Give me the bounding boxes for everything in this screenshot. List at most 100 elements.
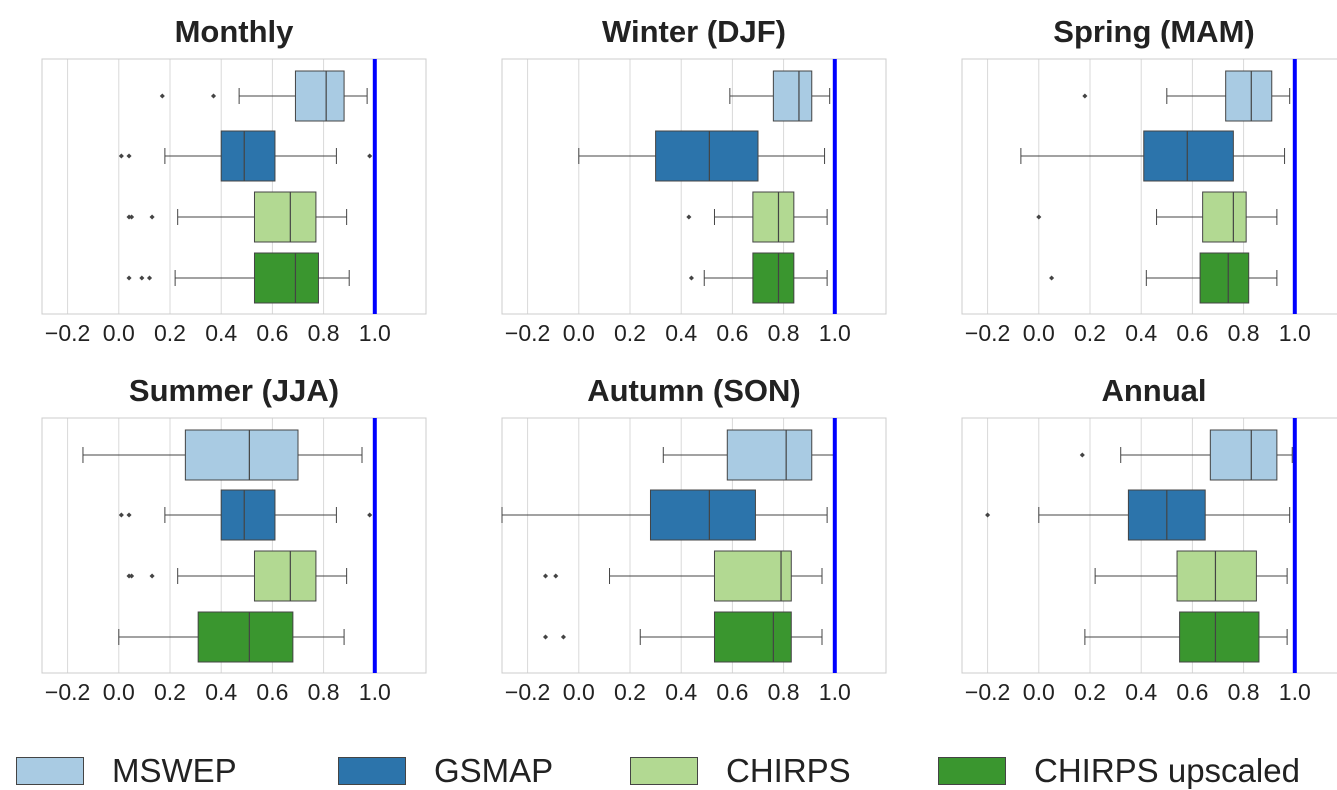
x-tick-label: 1.0 [819,679,851,705]
x-tick-label: 0.4 [1125,679,1157,705]
legend-swatch-chirps-upscaled [938,757,1006,785]
panel-autumn-son: Autumn (SON) −0.2 0.0 0.2 0.4 0.6 0.8 1.0 [501,373,887,705]
box-gsmap [501,489,828,541]
plot-frame [501,58,887,315]
x-tick-label: 1.0 [819,320,851,346]
x-tick-label: −0.2 [45,679,90,705]
legend-item-chirps-upscaled: CHIRPS upscaled [938,752,1300,789]
box-iqr [713,550,792,602]
legend-item-gsmap: GSMAP [338,752,554,789]
outlier-point [686,214,692,220]
box-iqr [253,550,317,602]
x-tick-label: 0.2 [1074,320,1106,346]
box-iqr [1176,550,1257,602]
outlier-point [126,275,132,281]
outlier-point [542,573,549,579]
x-tick-label: 1.0 [1279,679,1311,705]
outlier-point [1049,275,1055,281]
legend-label-chirps-upscaled: CHIRPS upscaled [1034,752,1300,789]
panel-title: Autumn (SON) [587,373,801,408]
panel-title: Winter (DJF) [602,14,786,49]
box-gsmap [118,489,373,541]
box-mswep [1082,70,1291,122]
outlier-point [126,512,132,518]
x-tick-label: 0.6 [716,679,748,705]
box-chirps-upscaled [118,611,345,663]
x-tick-label: 0.0 [1023,320,1055,346]
outlier-point [210,93,217,99]
panel-title: Annual [1101,373,1206,408]
outlier-point [118,153,124,159]
box-chirps-upscaled [1049,252,1278,304]
box-gsmap [578,130,826,182]
x-tick-label: 0.4 [205,320,237,346]
x-tick-label: −0.2 [505,679,550,705]
outlier-point [367,153,373,159]
x-tick-label: 0.0 [103,679,135,705]
x-tick-label: 0.8 [308,320,340,346]
legend-swatch-chirps [630,757,698,785]
box-chirps [126,191,348,243]
x-tick-label: 0.6 [716,320,748,346]
legend-item-mswep: MSWEP [16,752,237,789]
outlier-point [126,153,132,159]
box-iqr [253,252,319,304]
box-chirps-upscaled [542,611,823,663]
legend-swatch-gsmap [338,757,406,785]
plot-frame [501,417,887,674]
x-tick-label: 0.6 [256,679,288,705]
box-iqr [1199,252,1250,304]
box-mswep [82,429,363,481]
x-tick-label: 0.2 [614,679,646,705]
x-tick-label: −0.2 [505,320,550,346]
legend-label-gsmap: GSMAP [434,752,554,789]
x-tick-label: 0.6 [256,320,288,346]
x-tick-label: 1.0 [359,679,391,705]
x-tick-label: 0.4 [1125,320,1157,346]
box-chirps-upscaled [1084,611,1288,663]
x-tick-label: 0.8 [1228,679,1260,705]
plot-frame [961,58,1337,315]
box-chirps [1094,550,1288,602]
panel-winter-djf: Winter (DJF) −0.2 0.0 0.2 0.4 0.6 0.8 1.0 [501,14,887,346]
outlier-point [146,275,153,281]
x-tick-label: 1.0 [1279,320,1311,346]
box-mswep [662,429,836,481]
box-iqr [220,489,276,541]
legend-swatch-mswep [16,757,84,785]
x-tick-label: 0.8 [768,679,800,705]
outlier-point [129,573,135,579]
box-chirps [126,550,348,602]
x-tick-label: −0.2 [965,679,1010,705]
panel-title: Spring (MAM) [1053,14,1254,49]
plot-frame [41,58,427,315]
legend-label-mswep: MSWEP [112,752,237,789]
box-iqr [1179,611,1260,663]
x-tick-label: 0.0 [103,320,135,346]
box-mswep [159,70,368,122]
panel-summer-jja: Summer (JJA) −0.2 0.0 0.2 0.4 0.6 0.8 1.0 [41,373,427,705]
legend-label-chirps: CHIRPS [726,752,851,789]
x-tick-label: 0.0 [563,679,595,705]
box-iqr [253,191,317,243]
panel-spring-mam: Spring (MAM) −0.2 0.0 0.2 0.4 0.6 0.8 1.0 [961,14,1337,346]
box-gsmap [118,130,373,182]
outlier-point [149,573,155,579]
box-iqr [772,70,813,122]
box-gsmap [1020,130,1286,182]
x-tick-label: 0.2 [614,320,646,346]
x-tick-label: 0.8 [308,679,340,705]
x-tick-label: 0.8 [1228,320,1260,346]
outlier-point [542,634,549,640]
box-mswep [1079,429,1293,481]
x-tick-label: 0.4 [665,679,697,705]
x-tick-label: 0.2 [154,320,186,346]
box-chirps [542,550,823,602]
outlier-point [367,512,373,518]
panel-annual: Annual −0.2 0.0 0.2 0.4 0.6 0.8 1.0 [961,373,1337,705]
box-iqr [655,130,759,182]
legend: MSWEP GSMAP CHIRPS CHIRPS upscaled [0,748,1337,789]
outlier-point [1082,93,1088,99]
box-iqr [1143,130,1234,182]
